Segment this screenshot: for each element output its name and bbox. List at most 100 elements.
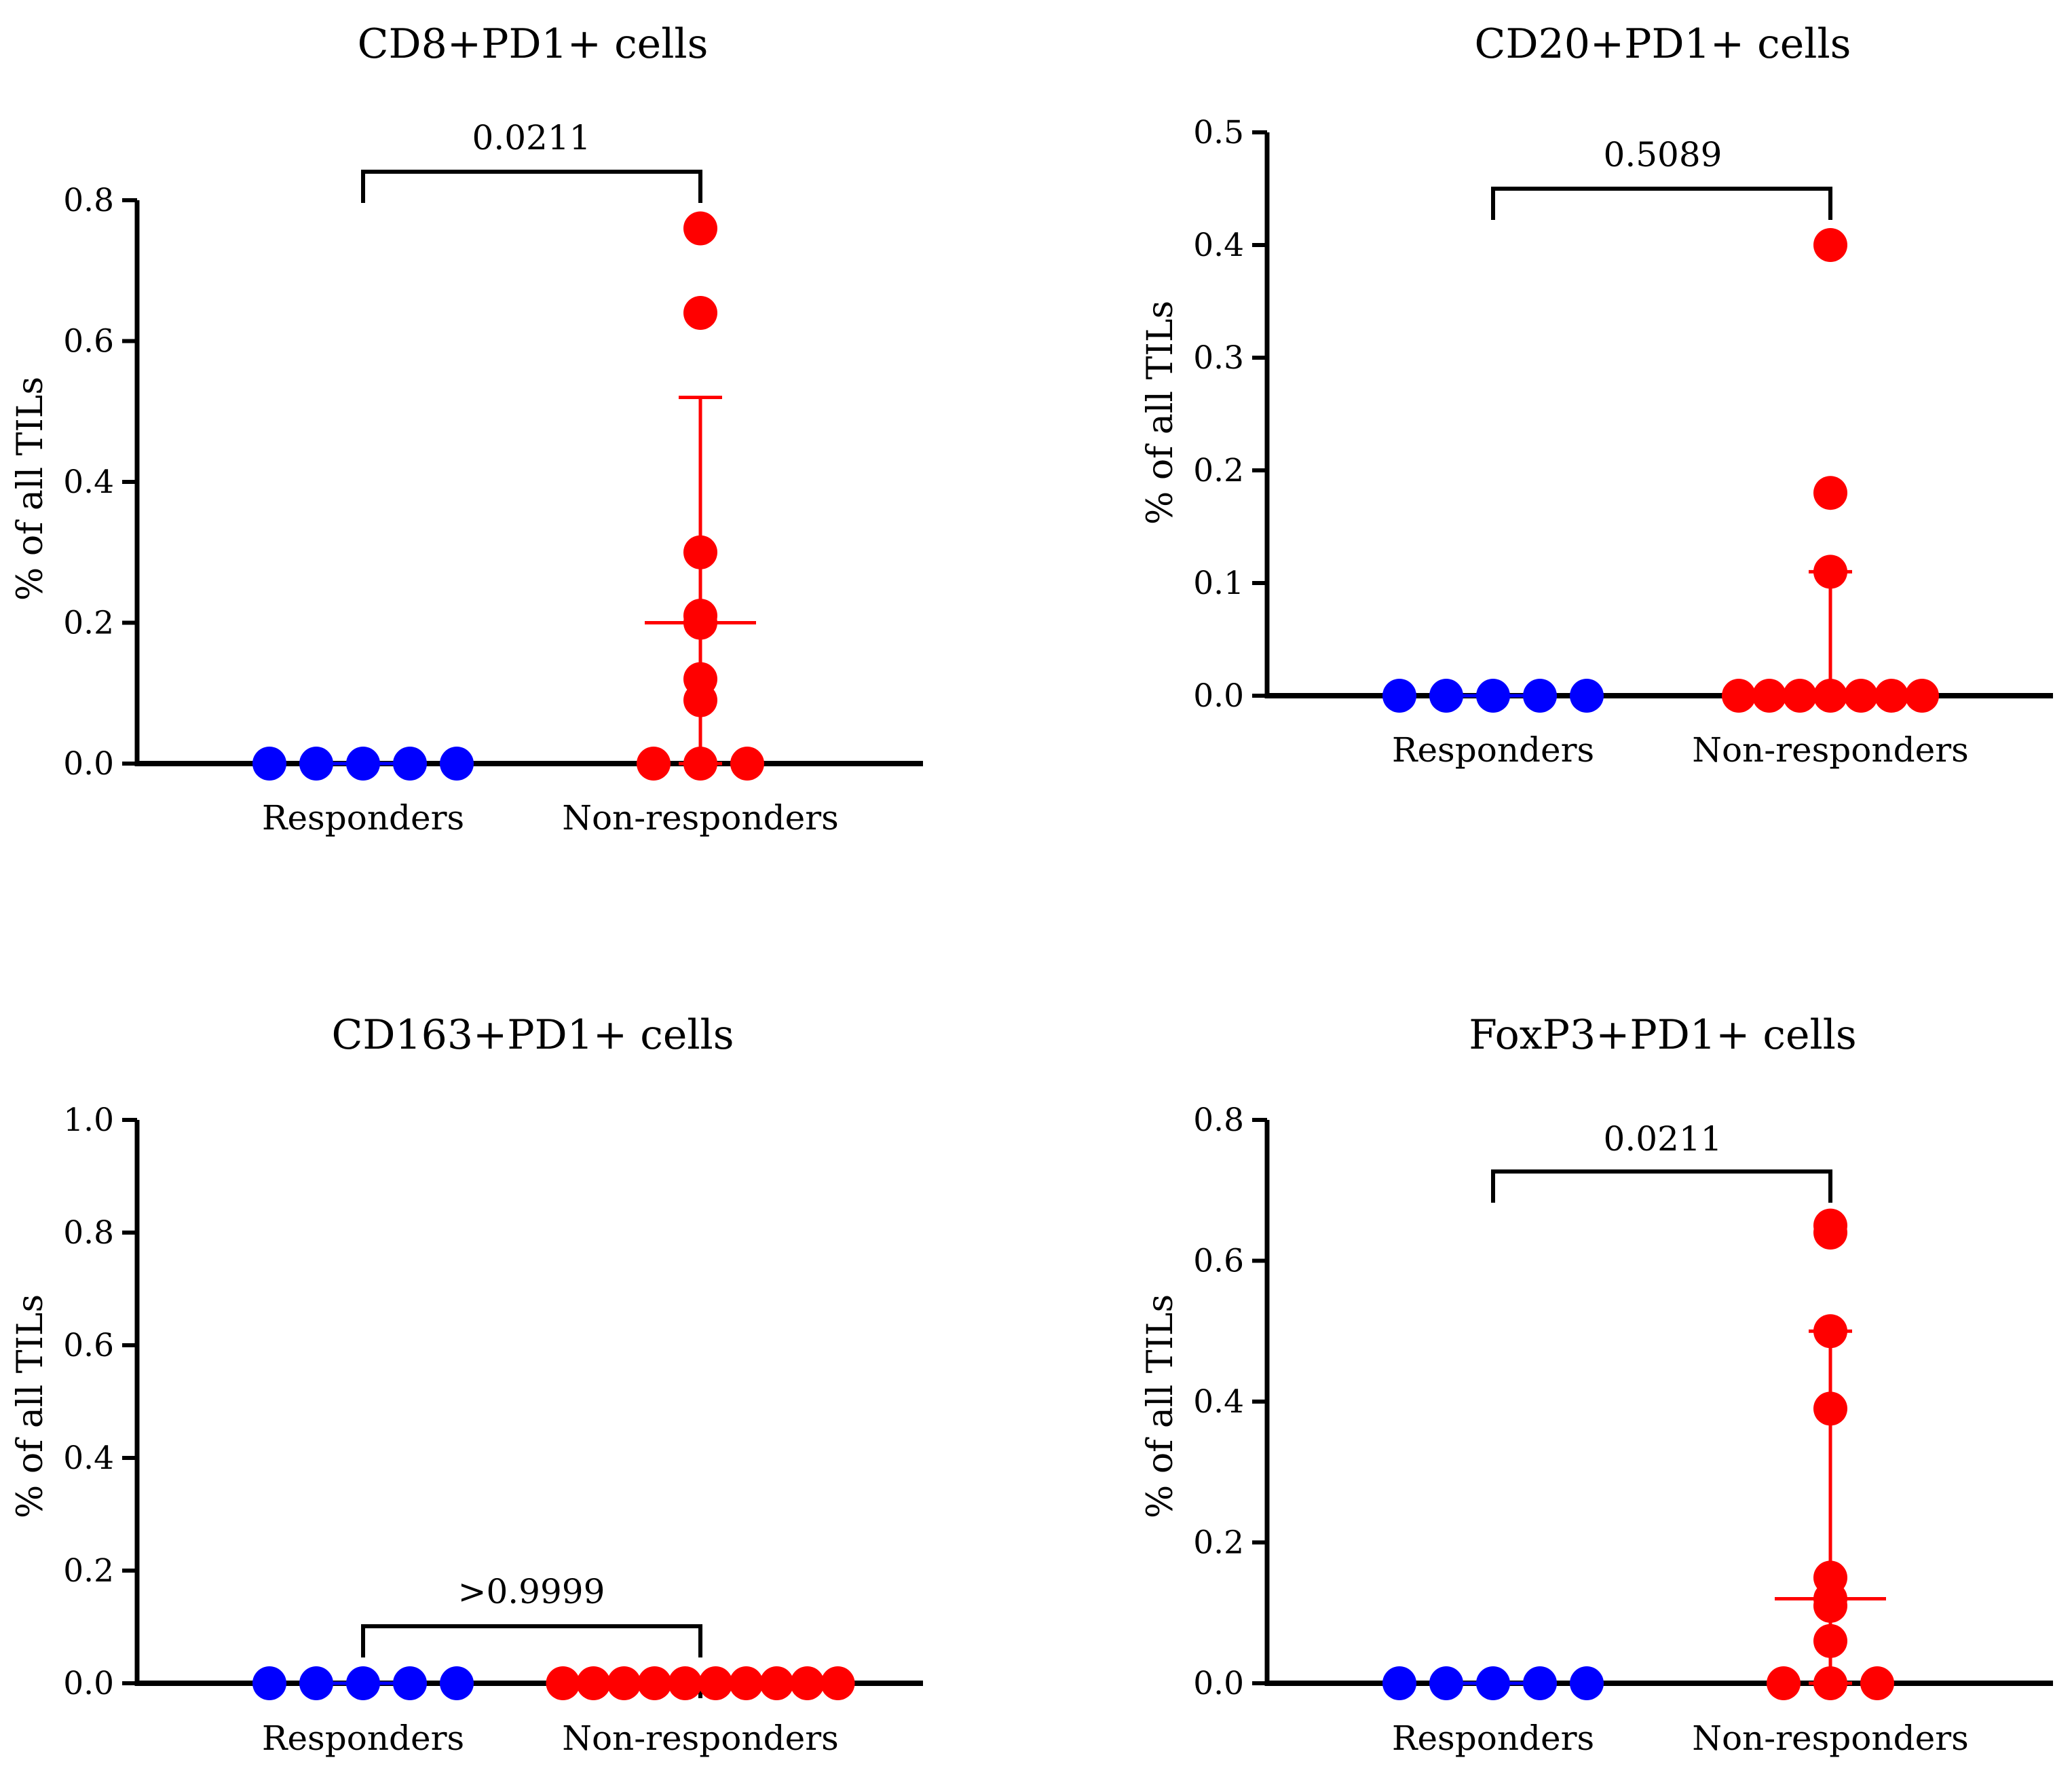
data-point-non-responder: [683, 605, 717, 640]
data-point-non-responder: [730, 747, 764, 781]
category-label-responders: Responders: [262, 1719, 464, 1758]
data-point-responder: [393, 1666, 427, 1700]
data-point-non-responder: [683, 296, 717, 330]
y-axis-label: % of all TILs: [1140, 1294, 1181, 1518]
chart-title: CD20+PD1+ cells: [1475, 20, 1851, 68]
data-point-responder: [393, 747, 427, 781]
data-point-non-responder: [1813, 679, 1847, 713]
y-tick-label: 0.8: [63, 182, 114, 219]
data-point-non-responder: [1813, 1216, 1847, 1250]
data-point-non-responder: [1813, 1588, 1847, 1623]
y-tick-label: 0.1: [1193, 565, 1244, 602]
data-point-non-responder: [683, 211, 717, 246]
data-point-responder: [440, 747, 474, 781]
data-point-responder: [346, 747, 380, 781]
y-tick-label: 0.8: [63, 1214, 114, 1252]
y-tick-label: 0.4: [1193, 1383, 1244, 1421]
data-point-non-responder: [790, 1666, 825, 1700]
data-point-non-responder: [759, 1666, 794, 1700]
data-point-non-responder: [683, 747, 717, 781]
category-label-responders: Responders: [262, 798, 464, 838]
data-point-responder: [346, 1666, 380, 1700]
y-tick-label: 0.6: [1193, 1243, 1244, 1280]
y-tick-label: 1.0: [63, 1102, 114, 1139]
chart-title: CD8+PD1+ cells: [358, 20, 709, 68]
data-point-non-responder: [1844, 679, 1878, 713]
significance-bracket: [1491, 187, 1832, 220]
data-point-non-responder: [1752, 679, 1786, 713]
data-point-responder: [299, 1666, 333, 1700]
data-point-responder: [252, 1666, 286, 1700]
data-point-non-responder: [637, 747, 671, 781]
data-point-non-responder: [546, 1666, 580, 1700]
data-point-responder: [440, 1666, 474, 1700]
data-point-responder: [1523, 679, 1557, 713]
data-point-non-responder: [1860, 1666, 1894, 1700]
y-axis-label: % of all TILs: [10, 377, 51, 601]
data-point-responder: [1429, 1666, 1463, 1700]
y-tick-label: 0.4: [63, 1440, 114, 1477]
category-label-non-responders: Non-responders: [1692, 1719, 1969, 1758]
data-point-non-responder: [637, 1666, 672, 1700]
y-tick-label: 0.6: [63, 323, 114, 360]
data-point-non-responder: [1813, 476, 1847, 510]
data-point-responder: [1382, 679, 1416, 713]
chart-title: CD163+PD1+ cells: [331, 1011, 734, 1059]
significance-bracket: [361, 170, 702, 203]
significance-bracket: [1491, 1169, 1832, 1203]
category-label-non-responders: Non-responders: [1692, 730, 1969, 770]
data-point-non-responder: [1813, 1391, 1847, 1426]
y-tick-label: 0.3: [1193, 339, 1244, 377]
category-label-non-responders: Non-responders: [562, 798, 839, 838]
data-point-non-responder: [821, 1666, 855, 1700]
y-tick-label: 0.2: [1193, 452, 1244, 489]
p-value-label: 0.5089: [1604, 135, 1722, 174]
chart-title: FoxP3+PD1+ cells: [1469, 1011, 1856, 1059]
y-tick-label: 0.2: [63, 1552, 114, 1590]
data-point-non-responder: [683, 535, 717, 569]
data-point-responder: [299, 747, 333, 781]
y-tick-label: 0.4: [1193, 227, 1244, 264]
p-value-label: 0.0211: [1604, 1119, 1722, 1159]
data-point-responder: [1523, 1666, 1557, 1700]
data-point-non-responder: [1813, 228, 1847, 262]
data-point-non-responder: [668, 1666, 702, 1700]
y-axis-label: % of all TILs: [1140, 301, 1181, 525]
y-tick-label: 0.2: [1193, 1524, 1244, 1562]
data-point-non-responder: [1813, 1314, 1847, 1349]
data-point-non-responder: [698, 1666, 733, 1700]
y-tick-label: 0.0: [1193, 677, 1244, 715]
y-tick-label: 0.8: [1193, 1102, 1244, 1139]
y-tick-label: 0.2: [63, 605, 114, 642]
data-point-non-responder: [1783, 679, 1817, 713]
y-tick-label: 0.6: [63, 1327, 114, 1364]
y-tick-label: 0.0: [63, 1665, 114, 1702]
data-point-responder: [1476, 1666, 1510, 1700]
y-tick-label: 0.0: [63, 745, 114, 783]
data-point-responder: [1476, 679, 1510, 713]
data-point-non-responder: [1905, 679, 1939, 713]
data-point-non-responder: [607, 1666, 641, 1700]
category-label-responders: Responders: [1392, 730, 1594, 770]
p-value-label: >0.9999: [458, 1572, 605, 1611]
chart-panel-cd20: CD20+PD1+ cells % of all TILs Responders…: [1140, 20, 2053, 770]
chart-panel-cd8: CD8+PD1+ cells % of all TILs Responders …: [10, 20, 923, 838]
data-point-non-responder: [1722, 679, 1756, 713]
significance-bracket: [361, 1624, 702, 1657]
category-label-responders: Responders: [1392, 1719, 1594, 1758]
data-point-non-responder: [1875, 679, 1908, 713]
data-point-non-responder: [576, 1666, 611, 1700]
data-point-responder: [1570, 1666, 1604, 1700]
data-point-non-responder: [1813, 1624, 1847, 1658]
y-tick-label: 0.5: [1193, 114, 1244, 151]
data-point-responder: [1429, 679, 1463, 713]
data-point-non-responder: [683, 683, 717, 717]
p-value-label: 0.0211: [472, 118, 591, 157]
data-point-responder: [252, 747, 286, 781]
data-point-non-responder: [729, 1666, 764, 1700]
y-axis-label: % of all TILs: [10, 1294, 51, 1518]
y-tick-label: 0.0: [1193, 1665, 1244, 1702]
data-point-responder: [1382, 1666, 1416, 1700]
data-point-non-responder: [1813, 555, 1847, 589]
chart-panel-cd163: CD163+PD1+ cells % of all TILs Responder…: [10, 1011, 923, 1758]
